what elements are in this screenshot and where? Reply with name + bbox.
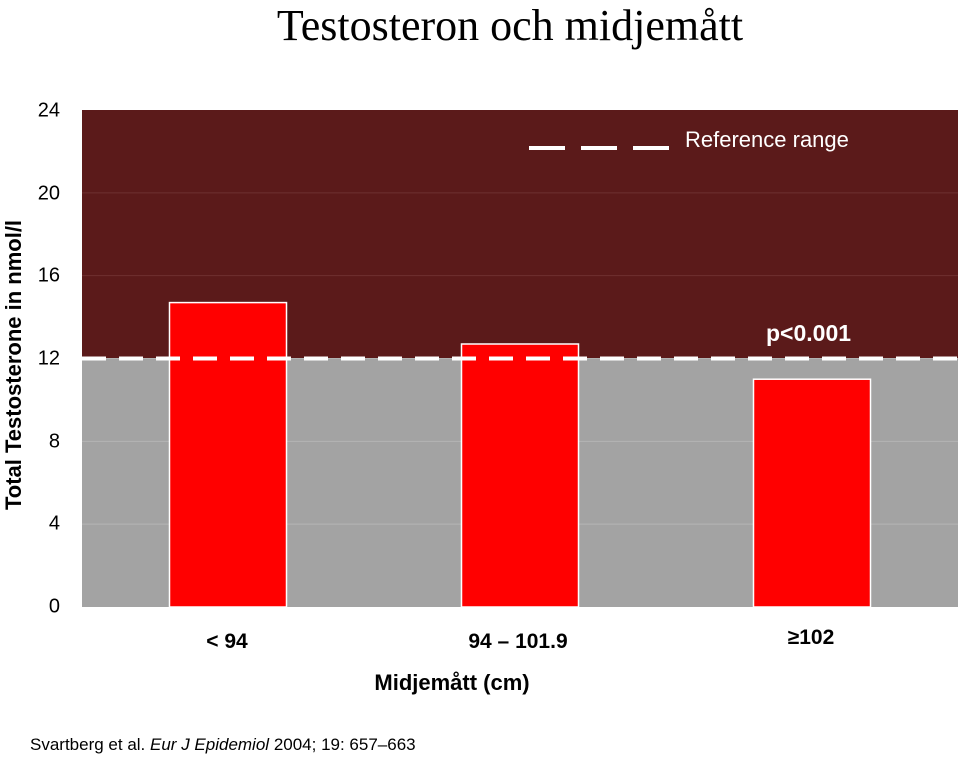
chart-title: Testosteron och midjemått (276, 1, 744, 50)
bar (752, 378, 872, 608)
y-tick-label: 12 (37, 347, 60, 370)
y-tick-label: 24 (37, 99, 60, 122)
y-tick-label: 0 (48, 595, 60, 618)
x-axis-label: Midjemått (cm) (374, 670, 530, 695)
bars (168, 301, 872, 608)
citation-authors: Svartberg et al. (30, 735, 146, 754)
citation: Svartberg et al. Eur J Epidemiol 2004; 1… (30, 735, 416, 755)
y-tick-label: 4 (48, 512, 60, 535)
x-tick-label: < 94 (206, 630, 248, 653)
y-tick-label: 20 (37, 182, 60, 205)
bar (168, 301, 288, 608)
x-tick-label: 94 – 101.9 (468, 630, 568, 653)
bar (460, 343, 580, 608)
x-tick-label: ≥102 (787, 626, 835, 649)
citation-journal: Eur J Epidemiol (150, 735, 270, 754)
y-tick-label: 16 (37, 264, 60, 287)
citation-details: 2004; 19: 657–663 (273, 735, 416, 754)
legend-label: Reference range (685, 127, 849, 152)
p-value-annotation: p<0.001 (766, 320, 852, 346)
y-tick-label: 8 (48, 430, 60, 453)
